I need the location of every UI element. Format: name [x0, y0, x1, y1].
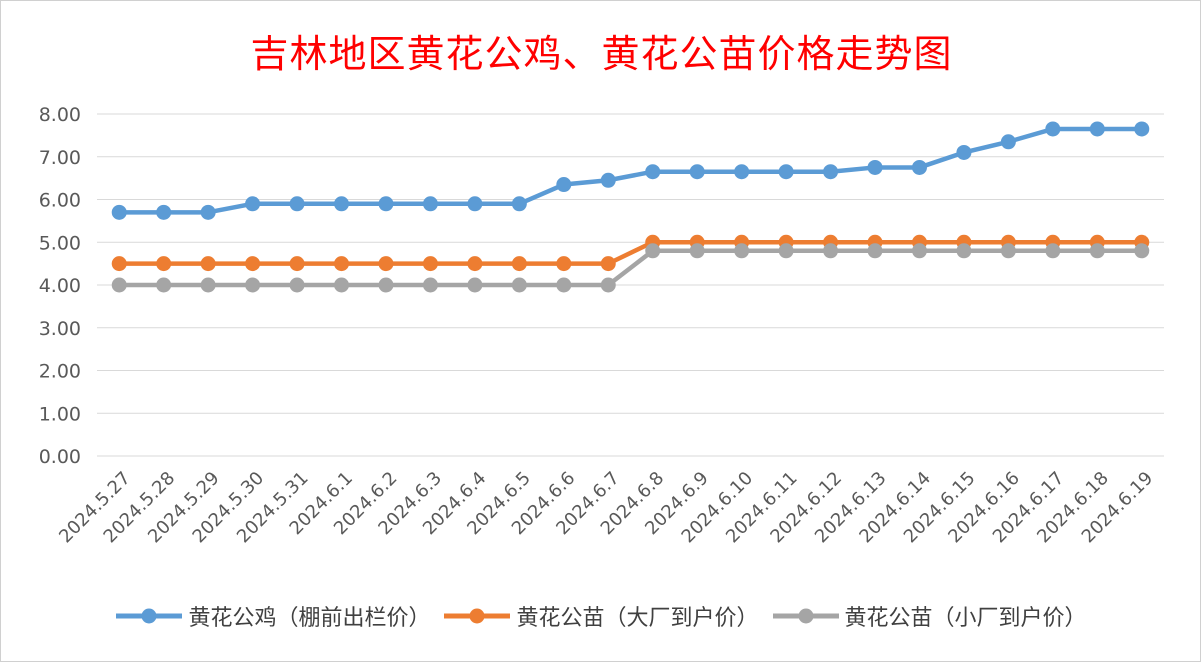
data-point — [422, 277, 438, 293]
data-point — [111, 204, 127, 220]
legend-marker — [444, 608, 511, 624]
legend: 黄花公鸡（棚前出栏价） 黄花公苗（大厂到户价） 黄花公苗（小厂到户价） — [1, 599, 1201, 633]
data-point — [867, 243, 883, 259]
y-tick-label: 5.00 — [39, 232, 81, 254]
data-point — [511, 277, 527, 293]
data-point — [111, 256, 127, 272]
data-point — [956, 144, 972, 160]
data-point — [1089, 243, 1105, 259]
data-point — [156, 256, 172, 272]
data-point — [645, 164, 661, 180]
data-point — [289, 277, 305, 293]
data-point — [334, 277, 350, 293]
data-point — [378, 256, 394, 272]
legend-item: 黄花公苗（大厂到户价） — [444, 600, 759, 632]
legend-label: 黄花公苗（大厂到户价） — [516, 606, 759, 631]
legend-marker — [116, 608, 183, 624]
legend-item: 黄花公苗（小厂到户价） — [772, 600, 1087, 632]
data-point — [556, 177, 572, 193]
data-point — [778, 243, 794, 259]
data-point — [245, 196, 261, 212]
data-point — [378, 277, 394, 293]
legend-label: 黄花公鸡（棚前出栏价） — [188, 606, 431, 631]
x-axis-ticks: 2024.5.272024.5.282024.5.292024.5.302024… — [55, 468, 1157, 548]
data-point — [867, 159, 883, 175]
data-point — [334, 256, 350, 272]
data-point — [422, 256, 438, 272]
data-point — [556, 256, 572, 272]
series-lines — [111, 121, 1150, 293]
data-point — [911, 159, 927, 175]
data-point — [200, 256, 216, 272]
data-point — [1000, 243, 1016, 259]
data-point — [823, 164, 839, 180]
data-point — [511, 256, 527, 272]
data-point — [422, 196, 438, 212]
y-tick-label: 4.00 — [39, 275, 81, 297]
data-point — [156, 277, 172, 293]
data-point — [823, 243, 839, 259]
data-point — [600, 172, 616, 188]
data-point — [600, 256, 616, 272]
data-point — [511, 196, 527, 212]
data-point — [1045, 243, 1061, 259]
y-axis-ticks: 0.00 1.00 2.00 3.00 4.00 5.00 6.00 7.00 8.00 — [39, 104, 81, 468]
gridlines — [97, 113, 1164, 457]
data-point — [911, 243, 927, 259]
data-point — [245, 256, 261, 272]
data-point — [289, 256, 305, 272]
data-point — [1000, 134, 1016, 150]
data-point — [600, 277, 616, 293]
y-tick-label: 8.00 — [39, 104, 81, 126]
data-point — [156, 204, 172, 220]
legend-item: 黄花公鸡（棚前出栏价） — [116, 600, 430, 632]
data-point — [1134, 121, 1150, 137]
chart-title: 吉林地区黄花公鸡、黄花公苗价格走势图 — [250, 32, 953, 76]
data-point — [1089, 121, 1105, 137]
data-point — [1045, 121, 1061, 137]
y-tick-label: 0.00 — [39, 446, 81, 468]
data-point — [467, 256, 483, 272]
data-point — [689, 243, 705, 259]
data-point — [645, 243, 661, 259]
data-point — [556, 277, 572, 293]
data-point — [200, 204, 216, 220]
series-line-3 — [119, 248, 1142, 288]
data-point — [689, 164, 705, 180]
y-tick-label: 2.00 — [39, 361, 81, 383]
data-point — [111, 277, 127, 293]
data-point — [956, 243, 972, 259]
data-point — [1134, 243, 1150, 259]
legend-marker — [772, 608, 839, 624]
y-tick-label: 1.00 — [39, 403, 81, 425]
data-point — [734, 243, 750, 259]
data-point — [778, 164, 794, 180]
data-point — [200, 277, 216, 293]
y-tick-label: 3.00 — [39, 318, 81, 340]
data-point — [289, 196, 305, 212]
legend-label: 黄花公苗（小厂到户价） — [844, 606, 1087, 631]
data-point — [467, 196, 483, 212]
data-point — [245, 277, 261, 293]
data-point — [378, 196, 394, 212]
data-point — [467, 277, 483, 293]
y-tick-label: 6.00 — [39, 190, 81, 212]
data-point — [734, 164, 750, 180]
y-tick-label: 7.00 — [39, 147, 81, 169]
data-point — [334, 196, 350, 212]
